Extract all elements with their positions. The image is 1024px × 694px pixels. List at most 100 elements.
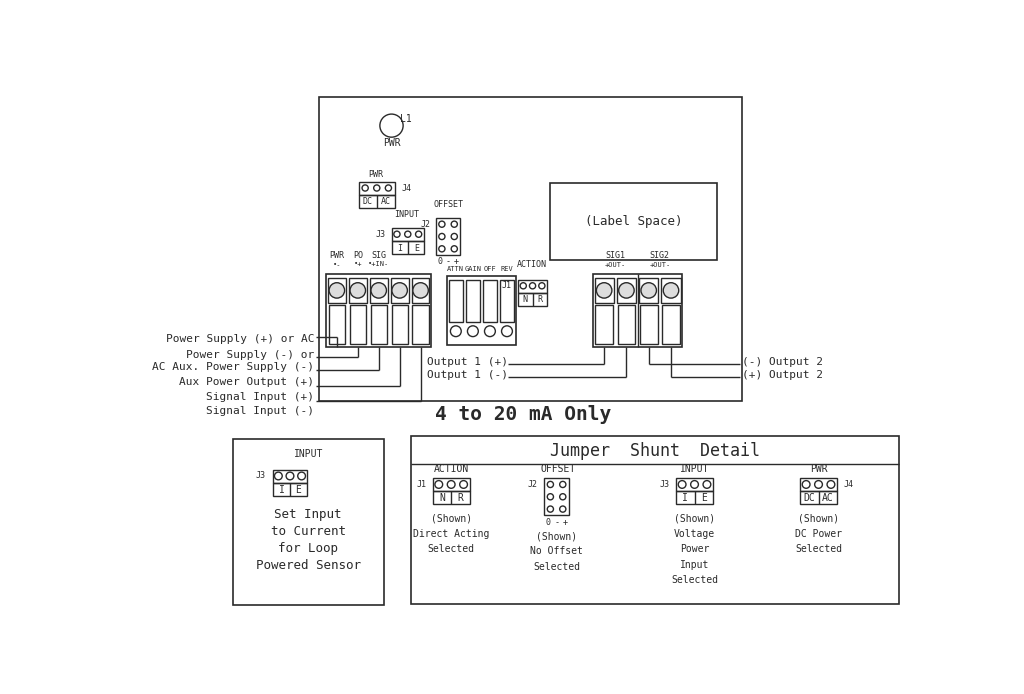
Circle shape	[547, 493, 554, 500]
Circle shape	[447, 481, 455, 489]
Bar	[800, 491, 838, 505]
Text: Output 1 (-): Output 1 (-)	[427, 370, 508, 380]
Text: +: +	[454, 257, 459, 266]
Circle shape	[385, 185, 391, 191]
Text: (Label Space): (Label Space)	[585, 215, 682, 228]
Circle shape	[329, 282, 345, 298]
Text: GAIN: GAIN	[464, 266, 481, 272]
Circle shape	[350, 282, 366, 298]
Text: Set Input: Set Input	[274, 508, 342, 521]
Circle shape	[274, 472, 283, 480]
Text: (Shown): (Shown)	[798, 514, 839, 523]
Text: I: I	[682, 493, 688, 503]
Bar	[640, 305, 657, 344]
Bar	[232, 439, 384, 604]
Circle shape	[438, 233, 445, 239]
Text: 0: 0	[546, 518, 551, 527]
Text: for Loop: for Loop	[279, 542, 338, 555]
Text: OFFSET: OFFSET	[541, 464, 575, 474]
Bar	[349, 278, 367, 303]
Text: (-) Output 2: (-) Output 2	[741, 357, 823, 367]
Circle shape	[547, 482, 554, 487]
Text: -: -	[445, 257, 451, 266]
Bar	[483, 280, 497, 322]
Circle shape	[413, 282, 428, 298]
Text: No Offset: No Offset	[530, 546, 583, 557]
Bar	[273, 470, 307, 483]
Text: J1: J1	[417, 480, 426, 489]
Bar	[518, 293, 547, 306]
Text: +OUT-: +OUT-	[604, 262, 626, 268]
Circle shape	[703, 481, 711, 489]
Text: INPUT: INPUT	[680, 464, 710, 474]
Bar	[593, 274, 682, 348]
Text: -: -	[554, 518, 559, 527]
Circle shape	[404, 231, 411, 237]
Bar	[550, 183, 717, 260]
Text: Powered Sensor: Powered Sensor	[256, 559, 360, 572]
Text: DC: DC	[362, 197, 373, 206]
Bar	[617, 305, 635, 344]
Bar	[370, 278, 388, 303]
Text: +OUT-: +OUT-	[649, 262, 671, 268]
Bar	[447, 276, 515, 345]
Text: PWR: PWR	[810, 464, 827, 474]
Text: J2: J2	[528, 480, 538, 489]
Text: AC Aux. Power Supply (-): AC Aux. Power Supply (-)	[152, 362, 314, 372]
Bar	[662, 278, 681, 303]
Text: R: R	[538, 295, 543, 304]
Text: Selected: Selected	[428, 544, 475, 554]
Text: N: N	[439, 493, 444, 503]
Text: Power Supply (+) or AC: Power Supply (+) or AC	[166, 334, 314, 344]
Bar	[432, 478, 470, 491]
Text: REV: REV	[501, 266, 513, 272]
Bar	[663, 305, 680, 344]
Circle shape	[286, 472, 294, 480]
Text: Selected: Selected	[671, 575, 718, 585]
Circle shape	[438, 246, 445, 252]
Circle shape	[560, 493, 566, 500]
Bar	[359, 182, 394, 195]
Circle shape	[641, 282, 656, 298]
Text: Signal Input (-): Signal Input (-)	[206, 405, 314, 416]
Text: (Shown): (Shown)	[536, 531, 578, 541]
Circle shape	[484, 325, 496, 337]
Circle shape	[392, 282, 408, 298]
Circle shape	[435, 481, 442, 489]
Bar	[466, 280, 480, 322]
Circle shape	[560, 506, 566, 512]
Text: AC: AC	[822, 493, 834, 503]
Text: E: E	[700, 493, 707, 503]
Bar	[359, 195, 394, 208]
Text: OFF: OFF	[483, 266, 497, 272]
Bar	[349, 305, 366, 344]
Bar	[413, 305, 429, 344]
Text: DC: DC	[804, 493, 815, 503]
Text: AC: AC	[381, 197, 391, 206]
Circle shape	[664, 282, 679, 298]
Text: (+) Output 2: (+) Output 2	[741, 370, 823, 380]
Text: Jumper  Shunt  Detail: Jumper Shunt Detail	[550, 442, 760, 460]
Circle shape	[690, 481, 698, 489]
Bar	[544, 478, 569, 515]
Text: PWR: PWR	[383, 137, 400, 148]
Text: PWR: PWR	[330, 251, 344, 260]
Bar	[595, 278, 613, 303]
Text: Power Supply (-) or: Power Supply (-) or	[185, 350, 314, 360]
Circle shape	[539, 282, 545, 289]
Text: 4 to 20 mA Only: 4 to 20 mA Only	[435, 405, 611, 424]
Text: E: E	[296, 485, 301, 495]
Text: Signal Input (+): Signal Input (+)	[206, 392, 314, 403]
Text: to Current: to Current	[270, 525, 346, 538]
Bar	[500, 280, 514, 322]
Text: SIG1: SIG1	[605, 251, 626, 260]
Text: SIG: SIG	[372, 251, 386, 260]
Circle shape	[394, 231, 400, 237]
Text: SIG2: SIG2	[650, 251, 670, 260]
Circle shape	[438, 221, 445, 227]
Circle shape	[416, 231, 422, 237]
Text: Selected: Selected	[795, 544, 842, 554]
Text: PO: PO	[353, 251, 362, 260]
Circle shape	[452, 221, 458, 227]
Circle shape	[529, 282, 536, 289]
